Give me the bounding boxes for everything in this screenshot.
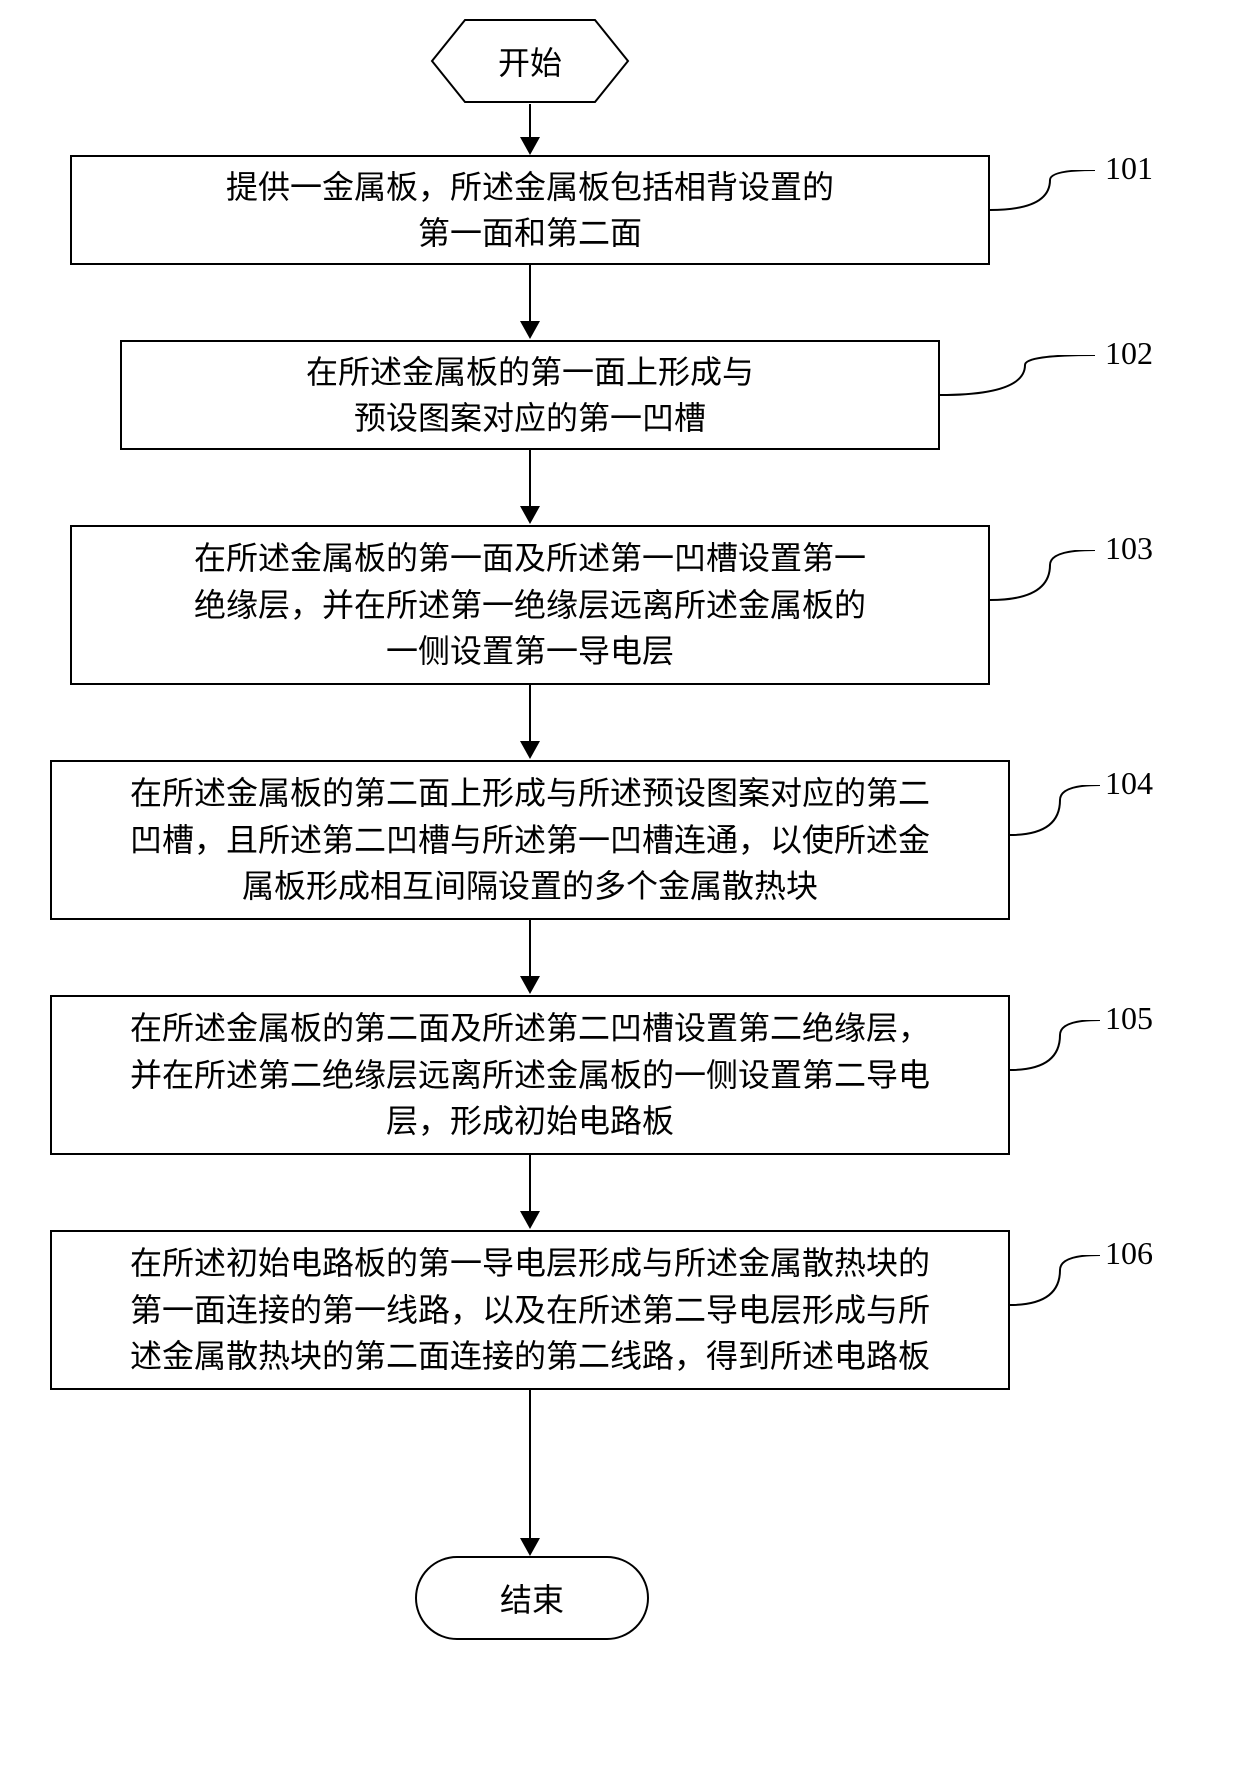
step-number-101: 101 [1105, 150, 1153, 187]
label-connector [1010, 785, 1110, 845]
arrow-segment [529, 1390, 531, 1540]
step-text: 在所述金属板的第二面上形成与所述预设图案对应的第二 凹槽，且所述第二凹槽与所述第… [130, 770, 930, 909]
label-connector [940, 355, 1110, 405]
step-number-103: 103 [1105, 530, 1153, 567]
step-number-102: 102 [1105, 335, 1153, 372]
arrow-head [520, 321, 540, 339]
process-step-101: 提供一金属板，所述金属板包括相背设置的 第一面和第二面 [70, 155, 990, 265]
step-text: 在所述金属板的第一面上形成与 预设图案对应的第一凹槽 [306, 349, 754, 442]
process-step-102: 在所述金属板的第一面上形成与 预设图案对应的第一凹槽 [120, 340, 940, 450]
label-connector [990, 170, 1110, 220]
arrow-segment [529, 450, 531, 508]
label-connector [1010, 1020, 1110, 1080]
flowchart-canvas: 开始 提供一金属板，所述金属板包括相背设置的 第一面和第二面 101 在所述金属… [0, 0, 1240, 1776]
step-text: 在所述初始电路板的第一导电层形成与所述金属散热块的 第一面连接的第一线路，以及在… [130, 1240, 930, 1379]
arrow-segment [529, 1155, 531, 1213]
step-text: 在所述金属板的第一面及所述第一凹槽设置第一 绝缘层，并在所述第一绝缘层远离所述金… [194, 535, 866, 674]
arrow-head [520, 741, 540, 759]
arrow-segment [529, 685, 531, 743]
label-connector [990, 550, 1110, 610]
arrow-segment [529, 265, 531, 323]
arrow-segment [529, 104, 531, 139]
process-step-104: 在所述金属板的第二面上形成与所述预设图案对应的第二 凹槽，且所述第二凹槽与所述第… [50, 760, 1010, 920]
step-number-104: 104 [1105, 765, 1153, 802]
arrow-segment [529, 920, 531, 978]
step-text: 在所述金属板的第二面及所述第二凹槽设置第二绝缘层， 并在所述第二绝缘层远离所述金… [130, 1005, 930, 1144]
start-label: 开始 [430, 18, 630, 104]
process-step-106: 在所述初始电路板的第一导电层形成与所述金属散热块的 第一面连接的第一线路，以及在… [50, 1230, 1010, 1390]
process-step-103: 在所述金属板的第一面及所述第一凹槽设置第一 绝缘层，并在所述第一绝缘层远离所述金… [70, 525, 990, 685]
label-connector [1010, 1255, 1110, 1315]
arrow-head [520, 506, 540, 524]
step-number-106: 106 [1105, 1235, 1153, 1272]
arrow-head [520, 1538, 540, 1556]
arrow-head [520, 976, 540, 994]
end-label: 结束 [500, 1575, 564, 1621]
start-terminator: 开始 [430, 18, 630, 104]
process-step-105: 在所述金属板的第二面及所述第二凹槽设置第二绝缘层， 并在所述第二绝缘层远离所述金… [50, 995, 1010, 1155]
end-terminator: 结束 [415, 1556, 649, 1640]
step-text: 提供一金属板，所述金属板包括相背设置的 第一面和第二面 [226, 164, 834, 257]
arrow-head [520, 137, 540, 155]
step-number-105: 105 [1105, 1000, 1153, 1037]
arrow-head [520, 1211, 540, 1229]
